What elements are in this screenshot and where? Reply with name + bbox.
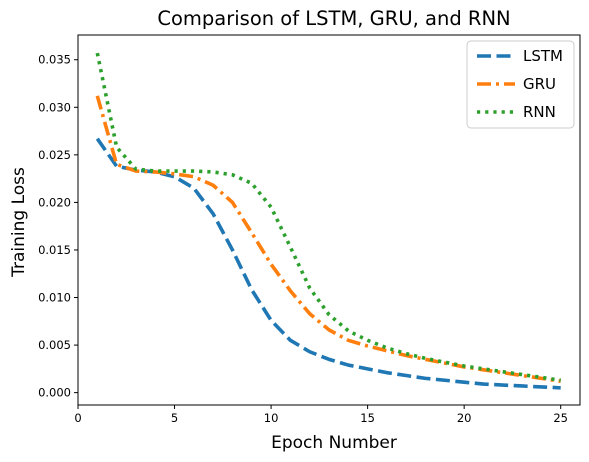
y-tick-label: 0.000	[38, 386, 71, 400]
x-tick-label: 25	[553, 411, 568, 425]
chart-title: Comparison of LSTM, GRU, and RNN	[157, 7, 510, 30]
series-line-rnn	[95, 52, 561, 383]
y-tick-label: 0.015	[38, 243, 71, 257]
series-line-gru	[95, 95, 561, 384]
legend-label-rnn: RNN	[523, 103, 556, 121]
axes: 0 5 10 15 20 25 0.000 0.005 0.010 0.015 0.020 0.025…	[38, 34, 581, 425]
y-tick-label: 0.005	[38, 338, 71, 352]
x-tick-label: 10	[264, 411, 279, 425]
x-axis-title: Epoch Number	[271, 433, 397, 453]
y-tick-label: 0.010	[38, 291, 71, 305]
x-tick-label: 15	[360, 411, 375, 425]
x-tick-label: 0	[74, 411, 81, 425]
y-tick-label: 0.030	[38, 100, 71, 114]
y-axis-title: Training Loss	[9, 167, 29, 278]
x-tick-label: 20	[457, 411, 472, 425]
axes-frame	[77, 34, 581, 406]
plot-area	[95, 52, 561, 390]
legend: LSTM GRU RNN	[466, 40, 575, 129]
series-line-lstm	[95, 137, 561, 390]
legend-label-lstm: LSTM	[523, 47, 563, 65]
y-tick-label: 0.020	[38, 195, 71, 209]
y-tick-label: 0.035	[38, 53, 71, 67]
x-tick-label: 5	[171, 411, 178, 425]
y-tick-label: 0.025	[38, 148, 71, 162]
legend-label-gru: GRU	[523, 75, 556, 93]
legend-box	[466, 40, 575, 129]
